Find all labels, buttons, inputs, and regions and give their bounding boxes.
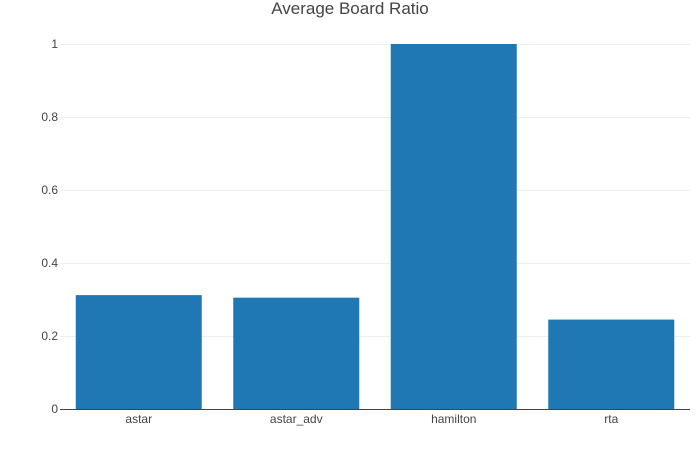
y-tick-label: 0 (51, 402, 58, 416)
bar-astar (75, 295, 202, 409)
y-axis-ticks: 0 0.2 0.4 0.6 0.8 1 (41, 37, 58, 416)
gridlines (60, 44, 690, 337)
y-tick-label: 0.8 (41, 110, 58, 124)
x-tick-label: hamilton (431, 412, 476, 426)
chart-title: Average Board Ratio (271, 0, 429, 18)
x-tick-label: astar_adv (270, 412, 323, 426)
bars (75, 44, 675, 409)
bar-hamilton (390, 44, 517, 409)
x-tick-label: rta (604, 412, 618, 426)
bar-astar_adv (233, 297, 360, 409)
y-tick-label: 0.4 (41, 256, 58, 270)
bar-rta (548, 319, 675, 409)
y-tick-label: 1 (51, 37, 58, 51)
x-axis-ticks: astar astar_adv hamilton rta (125, 412, 618, 426)
y-tick-label: 0.6 (41, 183, 58, 197)
x-tick-label: astar (125, 412, 152, 426)
y-tick-label: 0.2 (41, 329, 58, 343)
